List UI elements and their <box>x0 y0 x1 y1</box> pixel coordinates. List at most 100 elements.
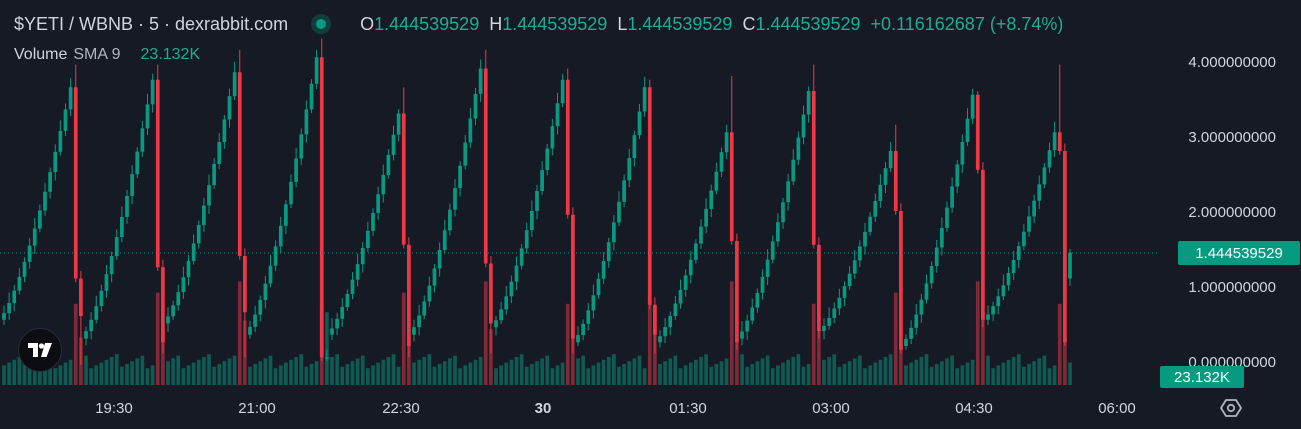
volume-bar <box>294 357 298 385</box>
volume-bar <box>278 365 283 385</box>
candle-up <box>883 168 888 185</box>
candle-up <box>248 326 252 335</box>
candle-up <box>550 126 555 149</box>
candle-up <box>709 190 714 209</box>
volume-bar <box>212 366 216 385</box>
candle-up <box>1006 273 1011 286</box>
volume-bar <box>904 365 908 385</box>
candle-down <box>237 72 242 256</box>
volume-bar <box>852 358 857 385</box>
volume-bar <box>863 368 867 385</box>
candle-up <box>919 299 924 315</box>
time-tick-label: 01:30 <box>669 400 707 417</box>
volume-bar <box>263 358 268 385</box>
market-status-dot-icon <box>316 19 327 29</box>
volume-bar <box>883 357 888 385</box>
volume-bar <box>709 366 714 385</box>
candle-up <box>289 181 293 205</box>
volume-bar <box>832 354 837 385</box>
volume-bar <box>786 359 790 385</box>
candle-up <box>1027 216 1031 232</box>
volume-bar <box>53 368 58 385</box>
volume-bar <box>32 364 37 385</box>
candle-down <box>319 57 324 358</box>
volume-bar <box>186 365 191 385</box>
candle-down <box>155 79 160 268</box>
open-label: O <box>360 13 375 34</box>
volume-bar <box>765 355 770 385</box>
volume-bar <box>12 359 17 385</box>
candle-up <box>1068 252 1072 279</box>
volume-bar <box>576 358 580 385</box>
volume-bar <box>837 366 842 385</box>
candle-up <box>345 293 350 308</box>
volume-bar <box>1022 366 1026 385</box>
volume-bar <box>1011 357 1016 385</box>
volume-bars <box>2 281 1072 385</box>
candle-up <box>852 260 857 274</box>
candle-up <box>53 151 58 173</box>
volume-bar <box>729 281 734 385</box>
volume-bar <box>919 357 924 385</box>
candle-up <box>960 141 965 165</box>
volume-bar <box>791 357 796 385</box>
candle-up <box>43 191 47 211</box>
volume-bar <box>391 354 396 385</box>
volume-bar <box>827 357 831 385</box>
candle-up <box>191 243 196 261</box>
candle-up <box>545 148 550 171</box>
candle-up <box>560 79 565 104</box>
volume-bar <box>540 358 544 385</box>
volume-bar <box>914 359 919 385</box>
candle-up <box>227 96 232 120</box>
volume-bar <box>376 362 380 385</box>
settings-gear-icon[interactable] <box>1218 396 1244 420</box>
last-price-label: 1.444539529 <box>1178 241 1300 265</box>
time-axis[interactable]: 19:30 21:00 22:30 30 01:30 03:00 04:30 06:00 <box>95 400 1136 417</box>
candle-up <box>186 260 191 278</box>
volume-bar <box>1006 359 1011 385</box>
price-axis[interactable]: 4.000000000 3.000000000 2.000000000 1.00000… <box>1188 54 1276 371</box>
candle-up <box>268 265 273 284</box>
volume-bar <box>801 366 806 385</box>
candle-up <box>130 174 134 196</box>
tradingview-logo-icon[interactable] <box>18 328 62 372</box>
volume-bar <box>448 358 452 385</box>
volume-bar <box>227 358 232 385</box>
candle-up <box>99 290 104 307</box>
time-tick-label: 19:30 <box>95 400 133 417</box>
volume-bar <box>17 357 22 385</box>
candle-up <box>386 155 391 175</box>
volume-bar <box>1016 354 1021 385</box>
volume-sma-label[interactable]: SMA 9 <box>73 46 121 63</box>
volume-bar <box>555 365 560 385</box>
candle-up <box>873 201 878 217</box>
candle-up <box>396 113 401 135</box>
volume-bar <box>1057 303 1062 385</box>
candle-up <box>1042 167 1047 185</box>
candle-up <box>166 316 170 324</box>
candle-up <box>263 283 268 301</box>
volume-title[interactable]: Volume <box>14 46 68 63</box>
volume-bar <box>965 362 970 385</box>
volume-bar <box>530 364 534 385</box>
candle-up <box>827 317 831 326</box>
candle-down <box>647 87 652 305</box>
price-tick-label: 1.000000000 <box>1188 279 1276 296</box>
candle-down <box>565 79 570 215</box>
volume-bar <box>873 362 878 385</box>
symbol-legend: $YETI / WBNB · 5 · dexrabbit.com O 1.444… <box>14 13 1063 35</box>
candle-up <box>366 230 370 248</box>
volume-bar <box>760 358 765 385</box>
volume-bar <box>176 355 181 385</box>
candle-up <box>104 274 109 291</box>
volume-bar <box>161 329 165 385</box>
volume-bar <box>237 281 242 385</box>
volume-bar <box>991 368 995 385</box>
symbol-title[interactable]: $YETI / WBNB · 5 · dexrabbit.com <box>14 13 289 34</box>
candle-up <box>355 264 360 280</box>
candle-up <box>181 277 186 293</box>
candle-up <box>453 188 457 210</box>
candle-up <box>376 194 380 213</box>
